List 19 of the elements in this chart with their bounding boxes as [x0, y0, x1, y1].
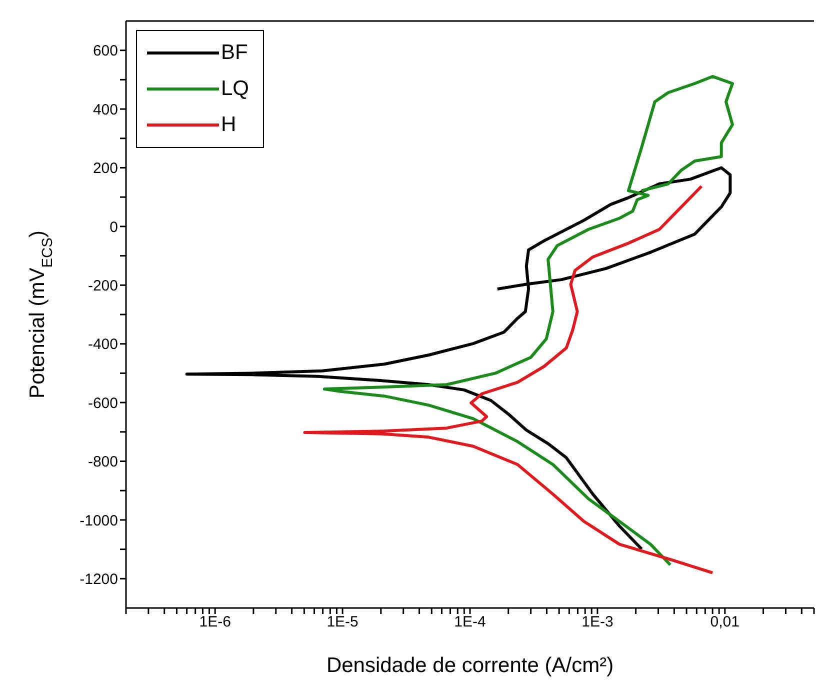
x-tick-label: 0,01 [710, 614, 740, 631]
x-tick-label: 1E-4 [454, 614, 486, 631]
legend-label: H [221, 113, 236, 137]
y-tick-label: 600 [92, 42, 118, 60]
x-tick-label: 1E-5 [326, 614, 358, 631]
y-tick-label: 0 [110, 218, 118, 236]
y-tick-label: -1000 [80, 512, 118, 530]
y-tick-label: -600 [88, 394, 118, 412]
x-tick-label: 1E-3 [582, 614, 614, 631]
y-tick-label: 200 [92, 160, 118, 178]
y-tick-label: -1200 [80, 570, 118, 588]
x-tick-label: 1E-6 [199, 614, 231, 631]
x-axis-title: Densidade de corrente (A/cm²) [326, 654, 614, 677]
y-tick-label: -400 [88, 336, 118, 354]
y-tick-label: -800 [88, 454, 118, 471]
legend-label: LQ [221, 77, 250, 101]
legend-label: BF [221, 41, 248, 65]
y-tick-label: -200 [88, 277, 118, 294]
y-tick-label: 400 [92, 101, 118, 118]
